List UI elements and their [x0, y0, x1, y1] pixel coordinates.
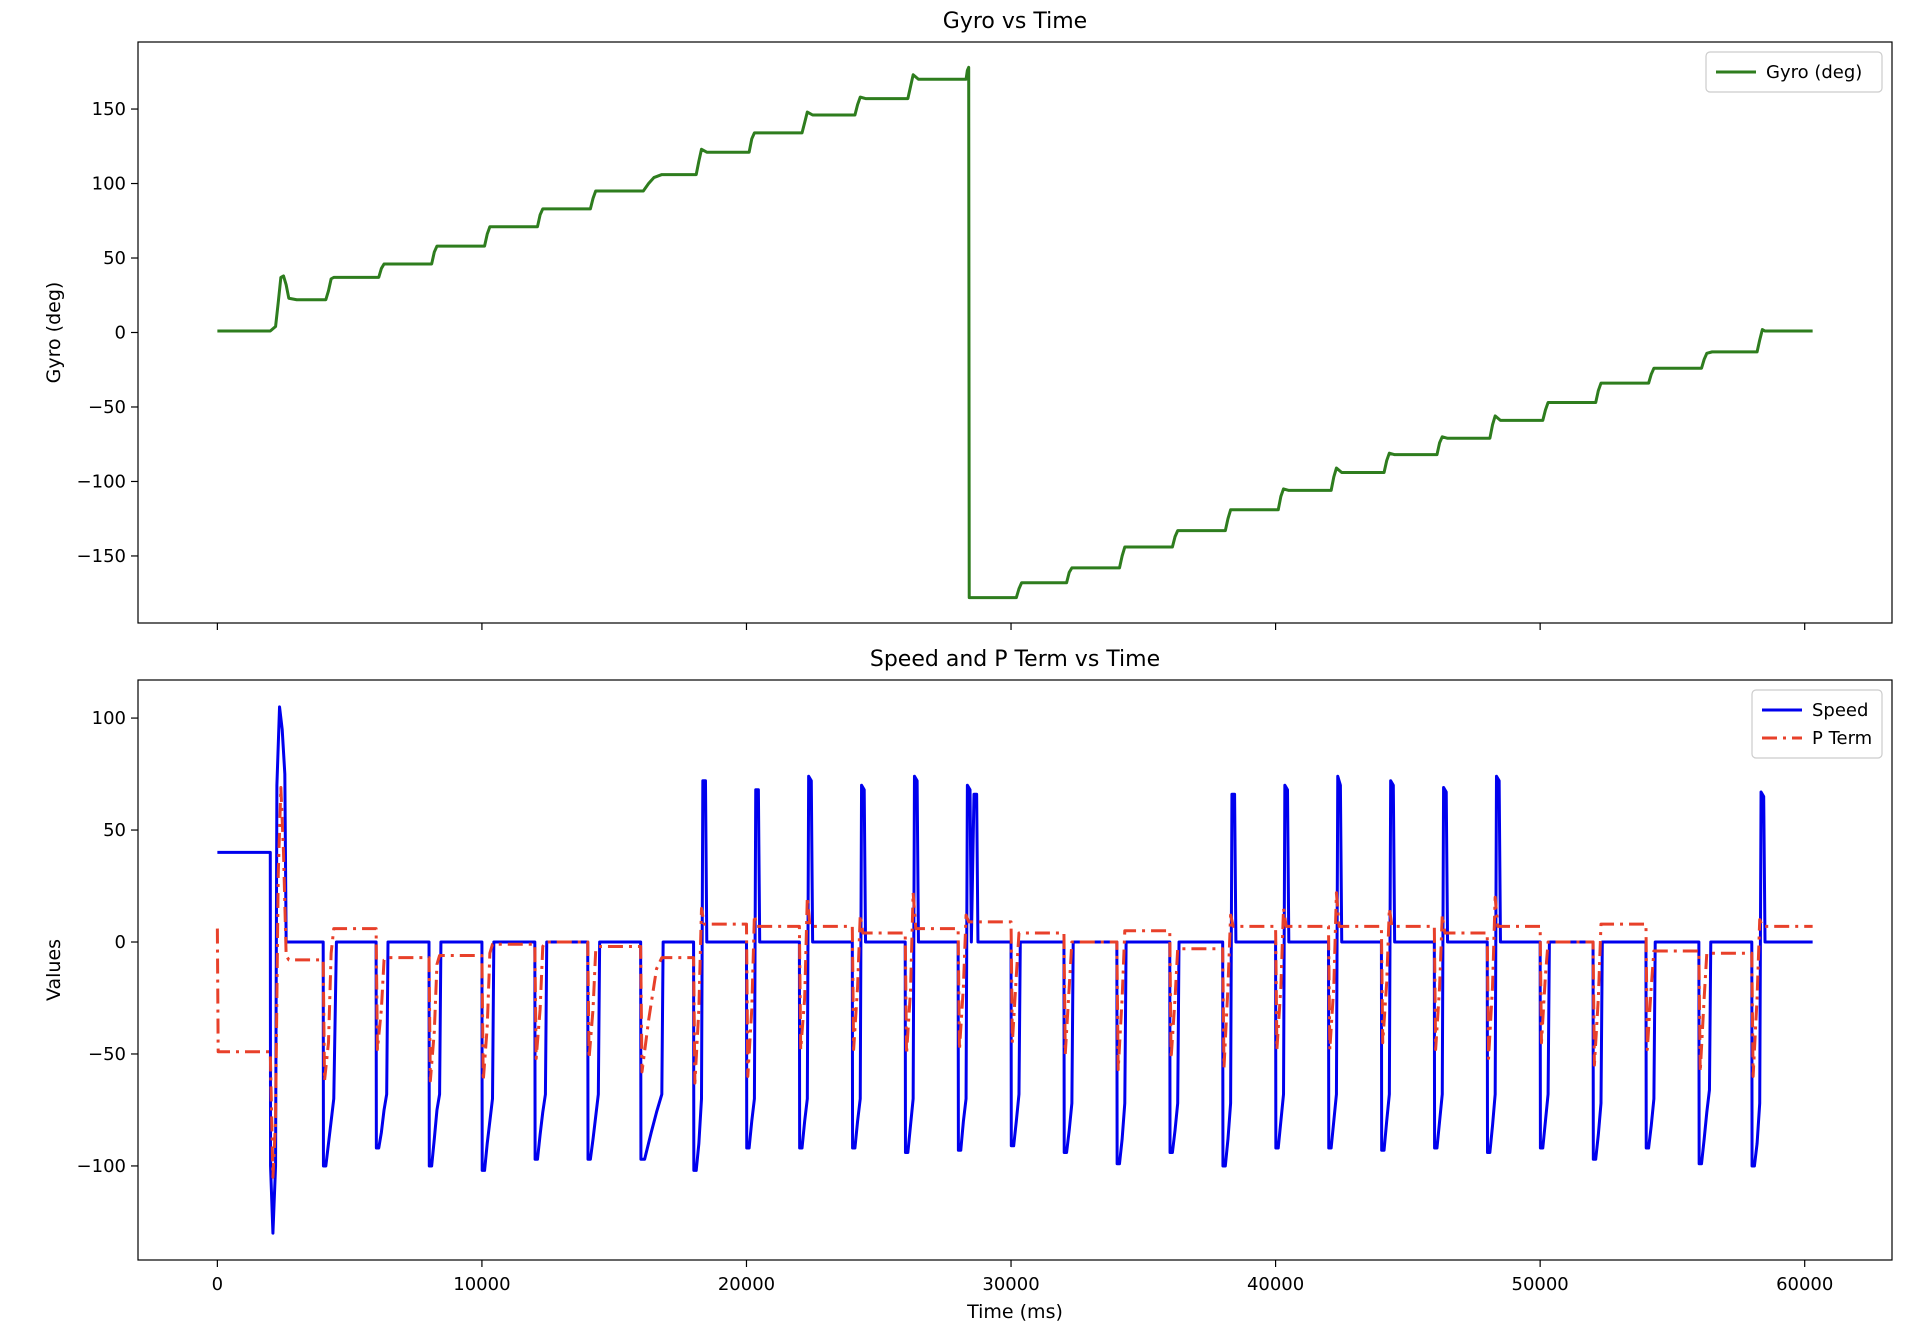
y-tick-label: 0: [115, 932, 126, 953]
legend: Speed P Term: [1751, 689, 1883, 759]
legend-box: [1705, 51, 1883, 93]
y-tick-label: 50: [103, 248, 126, 269]
legend: Gyro (deg): [1705, 51, 1883, 93]
y-tick-label: 50: [103, 820, 126, 841]
y-tick-label: −100: [77, 1156, 126, 1177]
y-axis-label: Values: [43, 939, 65, 1001]
series-line-p-term: [215, 785, 1813, 1179]
chart-title: Speed and P Term vs Time: [870, 647, 1160, 672]
y-tick-label: 100: [92, 174, 126, 195]
legend-label: Speed: [1812, 700, 1868, 721]
y-tick-label: −100: [77, 471, 126, 492]
y-axis-label: Gyro (deg): [43, 282, 65, 384]
y-tick-label: 150: [92, 99, 126, 120]
legend-label: Gyro (deg): [1766, 62, 1862, 83]
plot-frame: [137, 679, 1893, 1261]
chart-title: Gyro vs Time: [943, 9, 1087, 34]
x-axis-label: Time (ms): [966, 1301, 1063, 1323]
x-tick-label: 60000: [1776, 1274, 1833, 1295]
x-tick-label: 40000: [1247, 1274, 1304, 1295]
x-tick-label: 10000: [453, 1274, 510, 1295]
x-tick-label: 30000: [982, 1274, 1039, 1295]
y-tick-label: 100: [92, 708, 126, 729]
legend-label: P Term: [1812, 728, 1872, 749]
legend-box: [1751, 689, 1883, 759]
y-tick-label: −150: [77, 546, 126, 567]
gyro-panel: −150 −100 −50 0 50 100 150 Gyro vs Time Gyro (de…: [43, 9, 1893, 630]
x-tick-label: 0: [212, 1274, 223, 1295]
y-tick-label: −50: [88, 397, 126, 418]
series-line-speed: [217, 705, 1813, 1235]
x-tick-label: 20000: [718, 1274, 775, 1295]
y-tick-label: −50: [88, 1044, 126, 1065]
series-line-gyro-deg: [217, 65, 1813, 600]
speed-pterm-panel: 0 10000 20000 30000 40000 50000 60000 −100 −50 0 5…: [43, 647, 1893, 1323]
x-tick-label: 50000: [1512, 1274, 1569, 1295]
y-tick-label: 0: [115, 323, 126, 344]
